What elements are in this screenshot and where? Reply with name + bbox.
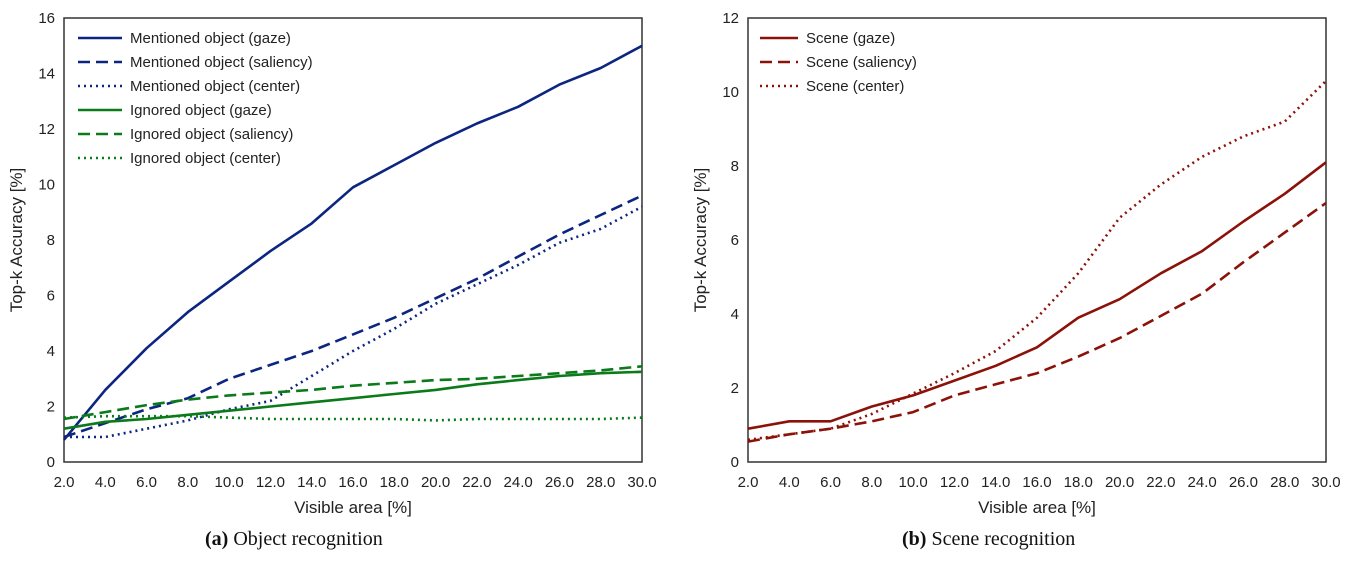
legend-label-ignored-object-gaze: Ignored object (gaze) — [130, 102, 272, 119]
panel-a-chart: 2.0 4.0 6.0 8.0 10.0 12.0 14.0 16.0 18.0 20.0 22.0… — [7, 10, 657, 517]
panel-a-x-tick-label: 6.0 — [136, 474, 157, 491]
legend-label-mentioned-object-center: Mentioned object (center) — [130, 78, 300, 95]
panel-b-y-tick-label: 6 — [731, 232, 739, 249]
series-line-ignored-object-gaze — [63, 370, 643, 430]
legend-label-mentioned-object-saliency: Mentioned object (saliency) — [130, 54, 313, 71]
series-line-mentioned-object-gaze — [62, 44, 643, 441]
panel-a-plot-frame — [63, 17, 643, 463]
panel-b-x-tick-label: 30.0 — [1311, 474, 1340, 491]
panel-b-y-tick-label: 8 — [731, 158, 739, 175]
panel-b-x-axis-label: Visible area [%] — [978, 498, 1096, 517]
panel-a-y-tick-label: 14 — [38, 66, 55, 83]
caption-a-tag: (a) — [205, 528, 229, 550]
caption-b-text: Scene recognition — [926, 528, 1076, 550]
panel-a-x-tick-label: 18.0 — [380, 474, 409, 491]
panel-b-x-tick-label: 10.0 — [899, 474, 928, 491]
panel-a-x-tick-label: 24.0 — [504, 474, 533, 491]
panel-a-x-tick-label: 4.0 — [95, 474, 116, 491]
panel-a-x-tick-label: 2.0 — [54, 474, 75, 491]
panel-a-y-tick-label: 0 — [47, 454, 55, 471]
series-line-scene-gaze — [747, 161, 1327, 430]
series-line-scene-saliency — [747, 201, 1327, 443]
panel-b-x-tick-label: 14.0 — [981, 474, 1010, 491]
panel-b-y-tick-label: 4 — [731, 306, 739, 323]
panel-a-y-axis-label: Top-k Accuracy [%] — [7, 168, 26, 313]
panel-a-x-tick-label: 28.0 — [586, 474, 615, 491]
panel-a-x-tick-label: 8.0 — [177, 474, 198, 491]
panel-a-x-tick-label: 16.0 — [338, 474, 367, 491]
panel-b-y-tick-label: 0 — [731, 454, 739, 471]
panel-a-y-tick-label: 8 — [47, 232, 55, 249]
panel-a-x-tick-label: 26.0 — [545, 474, 574, 491]
panel-a-y-tick-label: 16 — [38, 10, 55, 27]
legend-label-scene-saliency: Scene (saliency) — [806, 54, 917, 71]
panel-a-x-tick-label: 20.0 — [421, 474, 450, 491]
series-line-scene-center — [747, 79, 1327, 442]
panel-b-x-tick-label: 20.0 — [1105, 474, 1134, 491]
legend-label-scene-gaze: Scene (gaze) — [806, 30, 895, 47]
panel-b-x-tick-label: 18.0 — [1064, 474, 1093, 491]
panel-b-y-tick-label: 12 — [722, 10, 739, 27]
panel-b-x-tick-label: 22.0 — [1146, 474, 1175, 491]
panel-b-x-tick-label: 24.0 — [1188, 474, 1217, 491]
panel-b-chart: 2.0 4.0 6.0 8.0 10.0 12.0 14.0 16.0 18.0 20.0 22.0… — [691, 10, 1341, 517]
series-line-ignored-object-center — [63, 414, 643, 422]
panel-b-x-tick-label: 6.0 — [820, 474, 841, 491]
panel-b-x-tick-label: 8.0 — [861, 474, 882, 491]
panel-a-x-tick-label: 12.0 — [256, 474, 285, 491]
series-line-mentioned-object-saliency — [63, 194, 643, 439]
panel-b-x-tick-label: 12.0 — [940, 474, 969, 491]
panel-a-x-axis-label: Visible area [%] — [294, 498, 412, 517]
panel-b-plot-frame — [747, 17, 1327, 463]
series-line-mentioned-object-center — [64, 205, 643, 439]
panel-a-x-tick-label: 10.0 — [215, 474, 244, 491]
legend-label-scene-center: Scene (center) — [806, 78, 904, 95]
panel-b-x-tick-label: 28.0 — [1270, 474, 1299, 491]
panel-a-y-tick-label: 10 — [38, 177, 55, 194]
panel-b-x-tick-label: 26.0 — [1229, 474, 1258, 491]
panel-b-x-tick-label: 2.0 — [738, 474, 759, 491]
panel-a-y-tick-label: 12 — [38, 121, 55, 138]
legend-label-mentioned-object-gaze: Mentioned object (gaze) — [130, 30, 291, 47]
panel-b-x-tick-label: 16.0 — [1022, 474, 1051, 491]
panel-a-y-tick-label: 2 — [47, 399, 55, 416]
caption-b: (b) Scene recognition — [902, 528, 1075, 551]
legend-label-ignored-object-center: Ignored object (center) — [130, 150, 281, 167]
panel-a-x-tick-label: 14.0 — [297, 474, 326, 491]
panel-b-x-tick-label: 4.0 — [779, 474, 800, 491]
legend-label-ignored-object-saliency: Ignored object (saliency) — [130, 126, 293, 143]
panel-a-y-tick-label: 6 — [47, 288, 55, 305]
panel-a-x-tick-label: 30.0 — [627, 474, 656, 491]
panel-a-x-tick-label: 22.0 — [462, 474, 491, 491]
panel-b-y-tick-label: 10 — [722, 84, 739, 101]
panel-b-y-axis-label: Top-k Accuracy [%] — [691, 168, 710, 313]
series-line-ignored-object-saliency — [63, 365, 643, 421]
caption-a: (a) Object recognition — [205, 528, 383, 551]
panel-a-y-tick-label: 4 — [47, 343, 55, 360]
caption-b-tag: (b) — [902, 528, 927, 550]
panel-b-y-tick-label: 2 — [731, 380, 739, 397]
caption-a-text: Object recognition — [228, 528, 383, 550]
